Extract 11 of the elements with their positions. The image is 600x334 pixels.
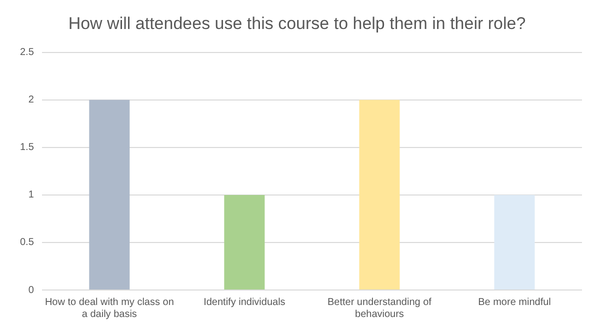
x-tick-label: Better understanding of behaviours <box>327 296 432 320</box>
y-tick-label: 1 <box>28 190 34 201</box>
chart-title: How will attendees use this course to help them in their role? <box>68 14 526 33</box>
y-tick-label: 2.5 <box>20 47 34 58</box>
y-tick-label: 1.5 <box>20 142 34 154</box>
x-tick-label: Be more mindful <box>478 296 551 308</box>
y-tick-label: 0.5 <box>20 237 34 248</box>
y-tick-label: 0 <box>28 284 34 296</box>
x-tick-label: Identify individuals <box>204 296 286 308</box>
y-tick-label: 2 <box>28 94 34 106</box>
x-tick-label: How to deal with my class on a daily basis <box>44 296 174 320</box>
